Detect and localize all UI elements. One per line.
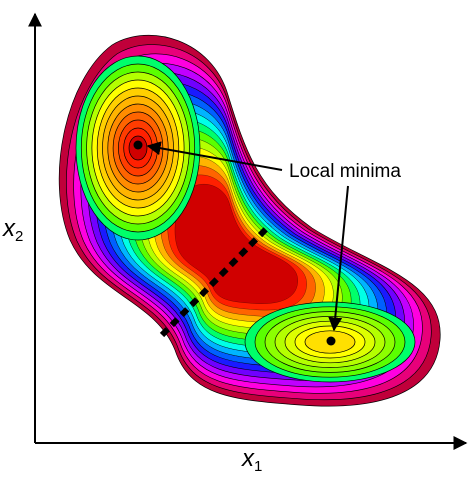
arrow-to-minimum-2 [328, 185, 349, 332]
y-axis-label: x2 [2, 215, 23, 245]
x-axis-label: x1 [241, 445, 262, 472]
annotation-label: Local minima [289, 161, 401, 182]
contour-band [174, 184, 298, 304]
local-minimum-point-2 [326, 336, 336, 346]
local-minimum-point-1 [133, 140, 143, 150]
arrow-to-minimum-1 [146, 141, 283, 171]
energy-landscape-contours [58, 34, 441, 407]
saddle-ridge-line [159, 222, 273, 338]
